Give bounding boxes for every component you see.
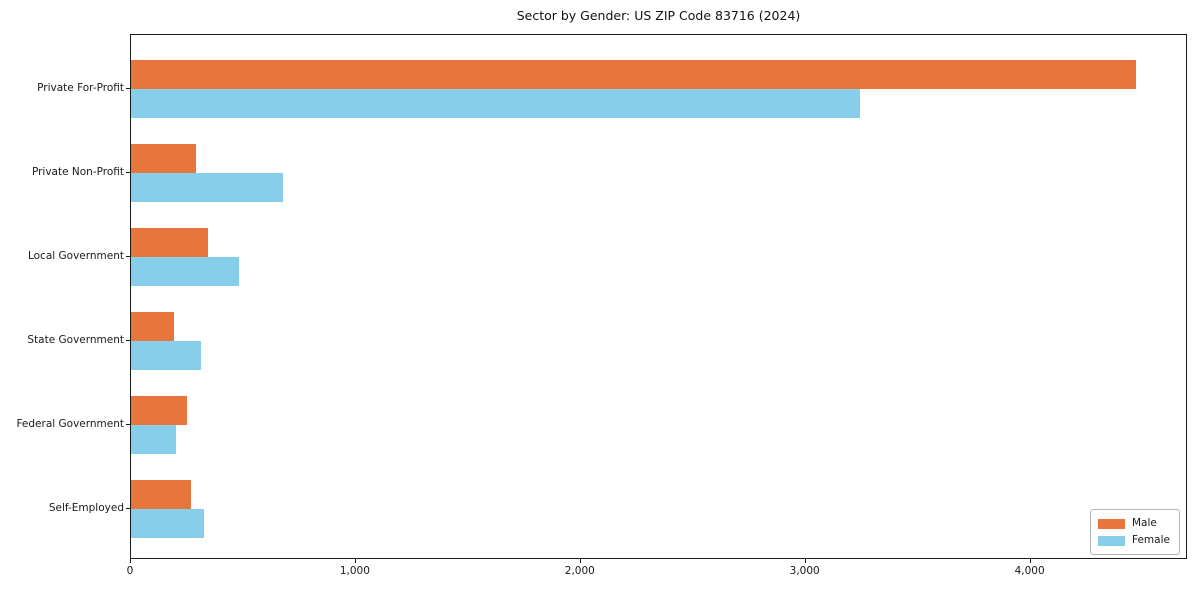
legend: Male Female bbox=[1090, 509, 1180, 555]
x-axis-tick-label: 4,000 bbox=[1014, 565, 1045, 577]
bar-male-state-government bbox=[131, 312, 175, 341]
plot-area bbox=[130, 34, 1187, 559]
bar-female-self-employed bbox=[131, 509, 204, 538]
bar-female-state-government bbox=[131, 341, 202, 370]
bar-male-private-non-profit bbox=[131, 144, 197, 173]
bar-female-federal-government bbox=[131, 425, 176, 454]
x-axis-tick-mark bbox=[804, 559, 806, 563]
bar-male-self-employed bbox=[131, 480, 191, 509]
y-axis-tick-mark bbox=[126, 88, 130, 89]
category-label-local-government: Local Government bbox=[27, 250, 124, 262]
x-axis-tick-label: 0 bbox=[126, 565, 134, 577]
category-label-state-government: State Government bbox=[27, 334, 124, 346]
chart-title: Sector by Gender: US ZIP Code 83716 (202… bbox=[516, 8, 801, 23]
y-axis-tick-mark bbox=[126, 424, 130, 425]
bar-male-local-government bbox=[131, 228, 208, 257]
y-axis-tick-mark bbox=[126, 340, 130, 341]
x-axis-tick-label: 3,000 bbox=[789, 565, 820, 577]
category-label-private-for-profit: Private For-Profit bbox=[37, 82, 124, 94]
bar-female-private-non-profit bbox=[131, 173, 283, 202]
legend-entry-female: Female bbox=[1098, 532, 1172, 549]
category-label-private-non-profit: Private Non-Profit bbox=[31, 166, 124, 178]
category-label-self-employed: Self-Employed bbox=[48, 502, 124, 514]
x-axis-tick-mark bbox=[1029, 559, 1031, 563]
x-axis-tick-mark bbox=[130, 559, 131, 563]
bar-male-federal-government bbox=[131, 396, 187, 425]
x-axis-tick-label: 2,000 bbox=[564, 565, 595, 577]
y-axis-tick-mark bbox=[126, 172, 130, 173]
bar-female-local-government bbox=[131, 257, 239, 286]
legend-swatch-male bbox=[1098, 518, 1125, 529]
category-label-federal-government: Federal Government bbox=[16, 418, 124, 430]
bar-female-private-for-profit bbox=[131, 89, 860, 118]
y-axis-tick-mark bbox=[126, 256, 130, 257]
legend-entry-male: Male bbox=[1098, 515, 1172, 532]
x-axis-tick-mark bbox=[354, 559, 356, 563]
bar-male-private-for-profit bbox=[131, 60, 1137, 89]
x-axis-tick-label: 1,000 bbox=[339, 565, 370, 577]
legend-label-female: Female bbox=[1132, 534, 1170, 546]
x-axis-tick-mark bbox=[579, 559, 581, 563]
y-axis-tick-mark bbox=[126, 508, 130, 509]
legend-label-male: Male bbox=[1132, 517, 1157, 529]
legend-swatch-female bbox=[1098, 535, 1125, 546]
